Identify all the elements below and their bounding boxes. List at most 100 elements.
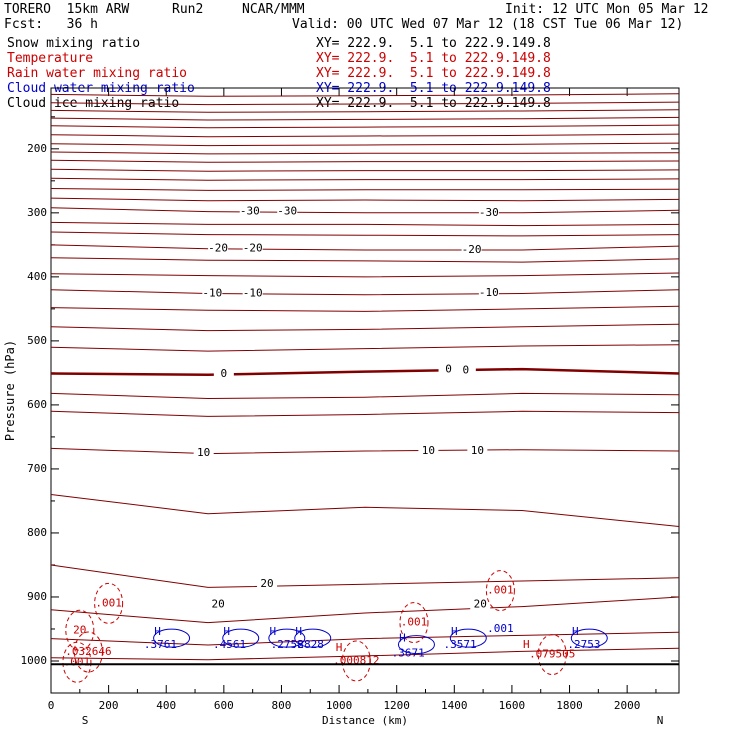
isotherm-label: 0 [463, 363, 470, 376]
rain-contour [62, 641, 92, 683]
isotherm-line [50, 447, 680, 455]
rain-contour [399, 602, 429, 644]
isotherm-label: -30 [479, 206, 499, 219]
isotherm-label: -10 [479, 286, 499, 299]
field-name: Rain water mixing ratio [7, 66, 188, 81]
x-tick-label: 600 [214, 699, 234, 712]
isotherm-line [50, 305, 680, 312]
cloud-water-contour [153, 628, 191, 648]
isotherm-line [50, 344, 680, 352]
isotherm-line [50, 231, 680, 237]
isotherm-label-bg [257, 578, 278, 591]
isotherm-line [50, 244, 680, 251]
isotherm-label: 20 [211, 598, 224, 611]
isotherm-label: -20 [462, 243, 482, 256]
isotherm-line [50, 494, 680, 527]
y-tick-label: 900 [27, 590, 47, 603]
rain-label: .079505 [529, 648, 575, 661]
cloud-water-high-marker: H [223, 625, 230, 638]
y-tick-label: 200 [27, 142, 47, 155]
isotherm-line [50, 116, 680, 121]
isotherm-label-bg [467, 445, 488, 457]
cloud-water-high-marker: H [399, 632, 406, 645]
x-tick-label: 2000 [614, 699, 641, 712]
isotherm-label: 10 [471, 444, 484, 457]
header-valid: Valid: 00 UTC Wed 07 Mar 12 (18 CST Tue … [292, 17, 684, 32]
cloud-water-label: .001 [487, 622, 514, 635]
plot-frame [50, 87, 680, 694]
isotherm-label: -30 [240, 205, 260, 218]
isotherm-label: 0 [445, 363, 452, 376]
isotherm-line [50, 101, 680, 106]
isotherm-line [50, 197, 680, 202]
cloud-water-high-marker: H [572, 625, 579, 638]
isotherm-label-bg [277, 205, 298, 218]
x-tick-label: 1600 [499, 699, 526, 712]
isotherm-label: 0 [221, 367, 228, 380]
isotherm-line [50, 142, 680, 147]
isotherm-line [50, 168, 680, 172]
cloud-water-contour [268, 628, 306, 648]
end-label-right: N [657, 714, 664, 727]
y-tick-label: 1000 [21, 654, 48, 667]
isotherm-line [50, 647, 680, 661]
y-tick-label: 700 [27, 462, 47, 475]
field-xy: XY= 222.9. 5.1 to 222.9.149.8 [316, 36, 551, 51]
cloud-water-label: .3571 [444, 638, 477, 651]
x-tick-label: 200 [99, 699, 119, 712]
rain-contour [485, 570, 515, 612]
isotherm-line [50, 207, 680, 214]
cloud-water-high-marker: H [270, 625, 277, 638]
isotherm-label-bg [478, 206, 499, 219]
isotherm-label: 20 [474, 598, 487, 611]
cloud-water-label: .2828 [291, 638, 324, 651]
rain-high-marker: H [523, 638, 530, 651]
isotherm-label-bg [202, 287, 223, 300]
isotherm-line [50, 109, 680, 113]
rain-label: .001 [95, 596, 122, 609]
cloud-water-contour [222, 628, 260, 648]
cloud-water-contour [397, 635, 435, 655]
isotherm-label-bg [418, 445, 439, 457]
isotherm-label-bg [461, 243, 482, 256]
isotherm-label-bg [455, 364, 476, 377]
isotherm-label: -20 [208, 242, 228, 255]
isotherm-label: 10 [422, 444, 435, 457]
field-xy: XY= 222.9. 5.1 to 222.9.149.8 [316, 66, 551, 81]
isotherm-label-bg [239, 205, 260, 218]
cloud-water-contour [570, 628, 608, 648]
isotherm-label-bg [208, 242, 229, 255]
y-tick-label: 800 [27, 526, 47, 539]
header-model: TORERO 15km ARW [4, 2, 130, 17]
cloud-water-high-marker: H [451, 625, 458, 638]
x-tick-label: 1000 [326, 699, 353, 712]
y-tick-label: 400 [27, 270, 47, 283]
isotherm-line [50, 392, 680, 400]
header-init: Init: 12 UTC Mon 05 Mar 12 [505, 2, 709, 17]
isotherm-label-bg [242, 242, 263, 255]
isotherm-label: -10 [243, 287, 263, 300]
x-tick-label: 1200 [383, 699, 410, 712]
isotherm-line [50, 564, 680, 588]
rain-label: .001 [487, 584, 514, 597]
isotherm-line [50, 257, 680, 263]
x-tick-label: 400 [156, 699, 176, 712]
isotherm-label-bg [193, 446, 214, 459]
rain-contour [94, 582, 124, 624]
isotherm-line [50, 93, 680, 97]
isotherm-line [50, 323, 680, 332]
isotherm-line [50, 596, 680, 624]
isotherm-line [50, 124, 680, 129]
isotherm-label-bg [470, 598, 491, 611]
rain-contour [73, 631, 103, 673]
isotherm-label: -30 [277, 205, 297, 218]
rain-label: .032646 [65, 645, 111, 658]
cloud-water-label: .4561 [213, 638, 246, 651]
isotherm-label-bg [478, 286, 499, 299]
y-tick-label: 300 [27, 206, 47, 219]
isotherm-line [50, 410, 680, 417]
x-tick-label: 0 [48, 699, 55, 712]
isotherm-line [50, 289, 680, 296]
field-xy: XY= 222.9. 5.1 to 222.9.149.8 [316, 51, 551, 66]
